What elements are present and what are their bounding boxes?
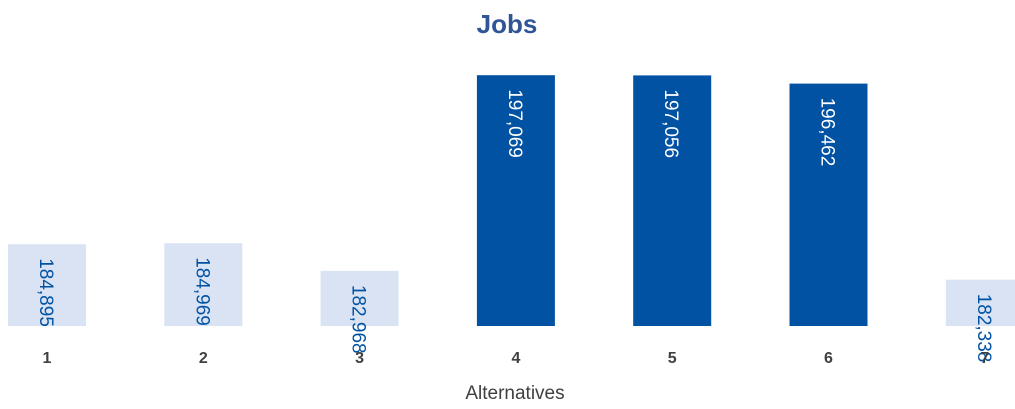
bars-group: 184,895 184,969 182,968 197,069 197,056 196,4… xyxy=(8,75,1015,362)
x-tick-label-7: 7 xyxy=(980,350,989,367)
data-label-6: 196,462 xyxy=(817,98,838,167)
bar-1 xyxy=(8,244,86,326)
bar-7 xyxy=(945,279,1015,326)
x-axis-label: Alternatives xyxy=(465,383,564,404)
x-tick-label-2: 2 xyxy=(199,350,208,367)
bar-5 xyxy=(633,75,712,327)
data-label-3: 182,968 xyxy=(348,285,369,354)
x-tick-label-6: 6 xyxy=(824,350,833,367)
bar-3 xyxy=(320,270,399,326)
data-label-7: 182,338 xyxy=(973,294,994,363)
x-tick-label-5: 5 xyxy=(668,350,677,367)
x-tick-label-1: 1 xyxy=(43,350,52,367)
data-label-4: 197,069 xyxy=(504,89,525,158)
data-label-2: 184,969 xyxy=(191,257,212,326)
data-label-5: 197,056 xyxy=(660,89,681,158)
x-tick-label-4: 4 xyxy=(511,350,520,367)
chart-title: Jobs xyxy=(477,9,538,39)
bar-4 xyxy=(476,75,555,326)
bar-6 xyxy=(789,83,868,326)
x-tick-labels: 1 2 3 4 5 6 7 xyxy=(43,350,990,367)
bar-2 xyxy=(164,243,243,326)
data-label-1: 184,895 xyxy=(35,258,56,327)
x-tick-label-3: 3 xyxy=(355,350,364,367)
